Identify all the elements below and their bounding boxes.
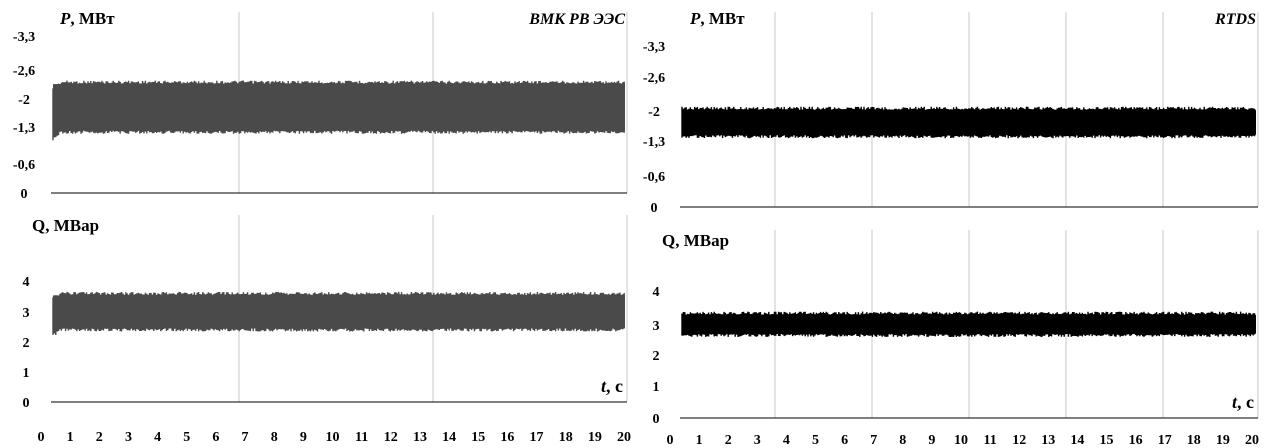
chart-title-right-top: RTDS xyxy=(1214,11,1256,28)
y-tick-label-left-bottom-3: 1 xyxy=(23,366,30,381)
chart-right-top: -3,3 -2,6 -2 -1,3 -0,6 0 P, МВт RTDS xyxy=(643,9,1258,216)
x-tick-label-left-bottom-6: 6 xyxy=(212,430,219,445)
x-tick-label-right-bottom-18: 18 xyxy=(1187,433,1201,448)
y-tick-label-right-top-5: 0 xyxy=(651,201,658,216)
y-tick-label-left-top-0: -3,3 xyxy=(13,30,35,45)
x-tick-label-right-bottom-19: 19 xyxy=(1216,433,1230,448)
y-tick-label-left-top-5: 0 xyxy=(21,187,28,202)
series-core-right-bottom-0 xyxy=(682,315,1256,333)
series-core-left-top-0 xyxy=(53,84,625,130)
y-tick-label-left-bottom-4: 0 xyxy=(23,396,30,411)
y-tick-label-left-top-3: -1,3 xyxy=(13,121,35,136)
x-tick-label-left-bottom-13: 13 xyxy=(413,430,427,445)
x-tick-label-right-bottom-10: 10 xyxy=(954,433,968,448)
y-axis-label-right-top: P, МВт xyxy=(689,9,745,28)
x-tick-label-right-bottom-3: 3 xyxy=(754,433,761,448)
x-axis-label-left-bottom: t, с xyxy=(601,376,623,396)
x-tick-label-right-bottom-6: 6 xyxy=(841,433,848,448)
x-tick-label-right-bottom-11: 11 xyxy=(983,433,996,448)
x-tick-label-right-bottom-13: 13 xyxy=(1041,433,1055,448)
y-tick-label-right-top-3: -1,3 xyxy=(643,135,665,150)
y-axis-label-right-bottom: Q, МВар xyxy=(662,231,729,250)
series-core-left-bottom-0 xyxy=(53,295,625,328)
x-tick-label-left-bottom-9: 9 xyxy=(300,430,307,445)
chart-title-left-top: ВМК РВ ЭЭС xyxy=(528,11,625,28)
x-tick-label-left-bottom-12: 12 xyxy=(384,430,398,445)
x-tick-label-left-bottom-18: 18 xyxy=(559,430,573,445)
x-tick-label-right-bottom-0: 0 xyxy=(667,433,674,448)
y-tick-label-left-bottom-2: 2 xyxy=(23,336,30,351)
x-tick-label-left-bottom-3: 3 xyxy=(125,430,132,445)
x-tick-label-right-bottom-8: 8 xyxy=(899,433,906,448)
x-tick-label-left-bottom-14: 14 xyxy=(442,430,456,445)
x-tick-label-right-bottom-7: 7 xyxy=(870,433,877,448)
y-tick-label-right-bottom-2: 2 xyxy=(653,349,660,364)
x-tick-label-right-bottom-15: 15 xyxy=(1100,433,1114,448)
x-tick-label-right-bottom-16: 16 xyxy=(1129,433,1143,448)
x-tick-label-left-bottom-2: 2 xyxy=(96,430,103,445)
y-tick-label-right-top-2: -2 xyxy=(648,105,660,120)
x-tick-label-right-bottom-1: 1 xyxy=(696,433,703,448)
y-tick-label-left-top-4: -0,6 xyxy=(13,158,35,173)
x-tick-label-left-bottom-8: 8 xyxy=(271,430,278,445)
y-tick-label-left-top-1: -2,6 xyxy=(13,64,35,79)
x-tick-label-left-bottom-5: 5 xyxy=(183,430,190,445)
x-tick-label-right-bottom-12: 12 xyxy=(1012,433,1026,448)
x-tick-label-left-bottom-7: 7 xyxy=(242,430,249,445)
x-tick-label-right-bottom-20: 20 xyxy=(1245,433,1259,448)
x-tick-label-right-bottom-4: 4 xyxy=(783,433,790,448)
x-tick-label-right-bottom-14: 14 xyxy=(1070,433,1084,448)
x-tick-label-left-bottom-1: 1 xyxy=(67,430,74,445)
y-tick-label-right-bottom-3: 1 xyxy=(653,380,660,395)
x-tick-label-right-bottom-17: 17 xyxy=(1158,433,1172,448)
x-tick-label-left-bottom-16: 16 xyxy=(500,430,514,445)
y-tick-label-right-top-0: -3,3 xyxy=(643,40,665,55)
x-tick-label-left-bottom-0: 0 xyxy=(38,430,45,445)
x-tick-label-left-bottom-17: 17 xyxy=(530,430,544,445)
y-axis-label-left-top: P, МВт xyxy=(59,9,115,28)
y-tick-label-right-top-4: -0,6 xyxy=(643,170,665,185)
y-tick-label-left-bottom-0: 4 xyxy=(23,275,30,290)
series-core-right-top-0 xyxy=(682,110,1256,135)
x-tick-label-right-bottom-5: 5 xyxy=(812,433,819,448)
y-axis-label-left-bottom: Q, МВар xyxy=(32,216,99,235)
y-tick-label-left-top-2: -2 xyxy=(18,93,30,108)
x-tick-label-left-bottom-20: 20 xyxy=(617,430,631,445)
x-tick-label-right-bottom-2: 2 xyxy=(725,433,732,448)
chart-left-top: -3,3 -2,6 -2 -1,3 -0,6 0 P, МВт ВМК РВ ЭЭС xyxy=(13,9,627,202)
y-tick-label-right-bottom-0: 4 xyxy=(653,285,660,300)
x-tick-label-left-bottom-10: 10 xyxy=(326,430,340,445)
x-tick-label-left-bottom-15: 15 xyxy=(471,430,485,445)
y-tick-label-left-bottom-1: 3 xyxy=(23,306,30,321)
x-tick-label-left-bottom-19: 19 xyxy=(588,430,602,445)
y-tick-label-right-top-1: -2,6 xyxy=(643,71,665,86)
y-tick-label-right-bottom-4: 0 xyxy=(653,412,660,427)
x-tick-label-right-bottom-9: 9 xyxy=(928,433,935,448)
x-tick-label-left-bottom-4: 4 xyxy=(154,430,161,445)
y-tick-label-right-bottom-1: 3 xyxy=(653,319,660,334)
x-tick-label-left-bottom-11: 11 xyxy=(355,430,368,445)
x-axis-label-right-bottom: t, с xyxy=(1232,392,1254,412)
